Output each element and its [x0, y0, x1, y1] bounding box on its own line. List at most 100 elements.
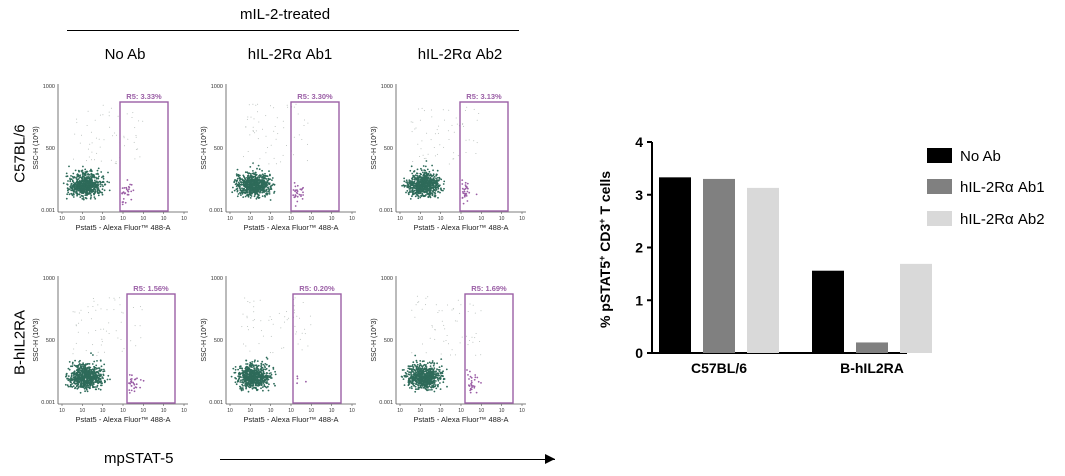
flow-dot: [243, 156, 244, 158]
flow-dot: [284, 321, 285, 323]
flow-dot: [269, 199, 272, 201]
flow-dot: [305, 380, 307, 383]
flow-dot: [83, 378, 86, 381]
flow-dot: [433, 390, 436, 393]
flow-dot: [239, 365, 242, 368]
flow-dot: [83, 385, 85, 387]
flow-dot: [94, 366, 96, 369]
flow-dot: [426, 181, 429, 184]
flow-dot: [69, 383, 72, 386]
flow-dot: [413, 170, 415, 173]
flow-dot: [477, 380, 480, 383]
flow-dot: [260, 320, 262, 322]
flow-dot: [76, 173, 79, 176]
flow-dot: [70, 189, 73, 192]
flow-dot: [432, 375, 435, 378]
flow-dot: [108, 333, 110, 334]
flow-dot: [242, 179, 245, 182]
flow-dot: [117, 115, 119, 117]
flow-dot: [247, 116, 249, 118]
flow-dot: [412, 361, 415, 364]
flow-dot: [73, 186, 76, 189]
flow-dot: [135, 345, 137, 347]
flow-dot: [259, 191, 261, 194]
flow-dot: [432, 186, 435, 189]
flow-dot: [135, 386, 138, 389]
flow-dot: [257, 372, 259, 375]
flow-dot: [255, 382, 258, 385]
flow-dot: [79, 359, 81, 362]
bar-2: [856, 342, 888, 353]
flow-dot: [83, 370, 86, 373]
flow-dot: [233, 181, 236, 184]
flow-x-tick: 10: [438, 408, 444, 414]
flow-dot: [245, 365, 248, 368]
flow-dot: [242, 384, 244, 387]
flow-dot: [242, 389, 245, 391]
flow-dot: [452, 308, 454, 310]
flow-dot: [431, 368, 433, 370]
flow-dot: [467, 311, 469, 312]
flow-x-tick: 10: [141, 216, 147, 222]
flow-y-label: SSC-H (10^3): [201, 126, 208, 169]
flow-dot: [261, 195, 264, 198]
flow-dot: [82, 171, 84, 174]
flow-dot: [275, 163, 277, 165]
flow-dot: [80, 383, 83, 386]
flow-dot: [436, 153, 438, 155]
flow-dot: [421, 194, 424, 197]
flow-dot: [88, 179, 90, 182]
flow-dot: [122, 198, 125, 200]
flow-dot: [115, 134, 117, 136]
flow-dot: [415, 376, 418, 379]
bar-3: [900, 263, 932, 353]
flow-dot: [246, 315, 248, 317]
flow-dot: [479, 341, 481, 342]
flow-dot: [418, 301, 420, 303]
flow-dot: [96, 187, 98, 190]
flow-dot: [265, 375, 268, 378]
flow-dot: [251, 374, 254, 377]
flow-dot: [251, 387, 254, 390]
flow-dot: [81, 319, 83, 321]
y-axis-label-part: +: [597, 218, 607, 223]
flow-dot: [101, 176, 103, 179]
flow-dot: [100, 171, 103, 173]
flow-dot: [425, 371, 428, 374]
flow-dot: [94, 119, 96, 121]
flow-dot: [412, 121, 414, 123]
flow-dot: [426, 174, 429, 177]
flow-dot: [412, 184, 415, 187]
flow-y-label: SSC-H (10^3): [33, 318, 40, 361]
flow-dot: [90, 131, 92, 133]
flow-dot: [73, 188, 76, 191]
flow-dot: [421, 376, 424, 379]
flow-dot: [438, 184, 440, 187]
flow-dot: [75, 187, 78, 190]
flow-dot: [235, 179, 238, 182]
flow-dot: [97, 181, 100, 184]
flow-dot: [86, 374, 89, 377]
flow-dot: [98, 375, 101, 377]
flow-dot: [94, 378, 96, 381]
flow-dot: [262, 335, 264, 337]
flow-dot: [405, 374, 407, 377]
flow-dot: [238, 377, 241, 380]
flow-y-tick: 500: [46, 338, 55, 344]
flow-dot: [293, 136, 295, 138]
flow-dot: [268, 365, 270, 368]
flow-dot: [436, 368, 438, 371]
flow-dot: [64, 383, 67, 386]
flow-dot: [440, 188, 442, 191]
flow-dot: [255, 182, 257, 185]
flow-dot: [117, 337, 119, 339]
flow-dot: [407, 378, 410, 380]
flow-dot: [132, 112, 134, 114]
flow-dot: [436, 181, 438, 183]
flow-dot: [415, 371, 418, 374]
flow-dot: [250, 191, 253, 193]
flow-dot: [122, 201, 125, 203]
flow-dot: [102, 374, 105, 377]
flow-dot: [425, 297, 427, 299]
flow-dot: [76, 364, 79, 367]
